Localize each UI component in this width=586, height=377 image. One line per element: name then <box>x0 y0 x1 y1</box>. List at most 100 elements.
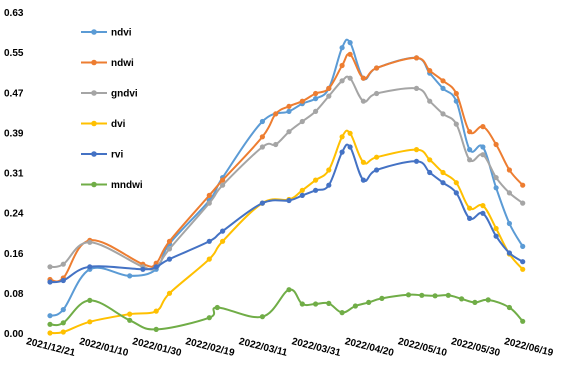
data-point-mndwi <box>127 317 133 323</box>
data-point-gndvi <box>480 152 486 158</box>
data-point-gndvi <box>299 118 305 125</box>
legend-item-mndwi: mndwi <box>81 180 143 191</box>
data-point-mndwi <box>485 297 491 303</box>
data-point-dvi <box>440 169 446 176</box>
data-point-ndwi <box>206 192 212 198</box>
x-tick-label: 2022/02/19 <box>184 336 236 359</box>
data-point-gndvi <box>60 261 66 267</box>
data-point-dvi <box>467 205 473 211</box>
data-point-mndwi <box>214 304 220 311</box>
series-gndvi <box>47 75 526 271</box>
data-point-ndwi <box>453 90 459 97</box>
data-point-rvi <box>259 200 265 206</box>
data-point-dvi <box>427 157 433 163</box>
data-point-dvi <box>206 256 212 262</box>
data-point-dvi <box>47 330 53 336</box>
x-tick-label: 2022/03/11 <box>238 336 289 359</box>
x-tick-label: 2021/12/21 <box>25 336 77 359</box>
data-point-ndwi <box>480 124 486 130</box>
data-point-ndwi <box>166 238 173 244</box>
data-point-dvi <box>87 319 93 325</box>
data-point-gndvi <box>206 200 212 206</box>
legend-swatch-marker <box>91 90 97 96</box>
y-tick-label: 0.55 <box>4 48 24 59</box>
data-point-mndwi <box>445 292 451 298</box>
data-point-mndwi <box>60 320 66 326</box>
data-point-dvi <box>520 266 526 272</box>
data-point-dvi <box>299 187 305 193</box>
data-point-ndwi <box>259 134 265 140</box>
data-point-ndwi <box>326 85 332 91</box>
data-point-ndwi <box>506 167 512 173</box>
data-point-rvi <box>427 169 433 176</box>
y-axis: 0.63 0.55 0.47 0.39 0.31 0.24 0.16 0.08 0.00 <box>4 8 24 340</box>
data-point-mndwi <box>405 292 412 298</box>
data-point-ndvi <box>259 118 265 125</box>
data-point-mndwi <box>313 301 319 307</box>
data-point-gndvi <box>220 182 226 188</box>
data-point-rvi <box>313 187 319 193</box>
series-line-dvi <box>49 129 524 335</box>
data-point-dvi <box>153 308 159 314</box>
data-point-mndwi <box>366 299 372 305</box>
data-point-mndwi <box>153 326 159 332</box>
data-point-dvi <box>360 159 366 165</box>
x-tick-label: 2022/01/30 <box>131 336 183 359</box>
y-tick-label: 0.47 <box>4 88 24 99</box>
data-point-gndvi <box>427 98 433 104</box>
data-point-rvi <box>493 233 499 239</box>
data-point-ndwi <box>360 75 366 81</box>
y-tick-label: 0.39 <box>4 128 24 139</box>
legend-label: gndvi <box>111 89 138 100</box>
data-point-mndwi <box>472 299 478 305</box>
data-point-gndvi <box>520 200 526 206</box>
series-line-gndvi <box>49 75 524 271</box>
data-point-ndwi <box>339 62 345 69</box>
data-point-gndvi <box>339 78 345 84</box>
data-point-ndwi <box>273 111 279 117</box>
data-point-mndwi <box>206 315 212 321</box>
data-point-mndwi <box>339 310 345 316</box>
data-point-mndwi <box>87 297 93 303</box>
data-point-ndvi <box>347 40 353 46</box>
data-point-dvi <box>453 180 459 186</box>
data-point-ndvi <box>480 144 486 150</box>
data-point-rvi <box>166 256 173 262</box>
data-point-gndvi <box>440 111 446 117</box>
data-point-mndwi <box>419 292 425 298</box>
data-point-rvi <box>153 264 159 270</box>
data-point-dvi <box>347 130 353 136</box>
data-point-gndvi <box>360 98 366 104</box>
data-point-ndwi <box>286 103 292 109</box>
data-point-rvi <box>286 197 292 204</box>
data-point-ndwi <box>427 68 433 74</box>
data-point-rvi <box>140 266 146 272</box>
data-point-rvi <box>506 250 512 256</box>
data-point-mndwi <box>326 300 332 306</box>
data-point-gndvi <box>493 175 499 181</box>
data-point-rvi <box>374 167 380 173</box>
x-tick-label: 2022/04/20 <box>344 336 396 359</box>
y-tick-label: 0.00 <box>4 329 24 340</box>
legend-item-gndvi: gndvi <box>81 89 138 100</box>
data-point-mndwi <box>459 296 465 302</box>
data-point-mndwi <box>520 318 526 324</box>
x-tick-label: 2022/06/19 <box>503 336 555 359</box>
data-point-rvi <box>360 177 366 183</box>
data-point-rvi <box>440 180 446 186</box>
data-point-mndwi <box>47 321 53 327</box>
series-rvi <box>47 143 526 285</box>
data-point-gndvi <box>313 108 319 114</box>
data-point-rvi <box>453 190 459 196</box>
data-point-ndwi <box>440 78 446 84</box>
data-point-dvi <box>493 225 499 232</box>
data-point-dvi <box>374 154 380 160</box>
data-point-ndwi <box>413 55 420 61</box>
y-tick-label: 0.31 <box>4 169 24 180</box>
data-point-dvi <box>220 238 226 244</box>
data-point-mndwi <box>286 287 292 293</box>
data-point-ndvi <box>440 85 446 91</box>
data-point-ndvi <box>493 185 499 191</box>
x-axis: 2021/12/21 2022/01/10 2022/01/30 2022/02/19… <box>25 336 555 359</box>
